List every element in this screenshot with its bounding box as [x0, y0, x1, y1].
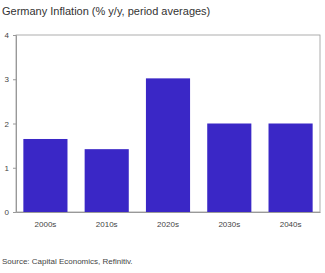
plot: 0 1 2 3 4 2000s 2010s 2020s 2030s 2040s	[5, 31, 321, 229]
bar	[269, 124, 313, 213]
y-tick-label: 4	[5, 31, 10, 40]
bar	[85, 149, 129, 212]
y-tick: 2	[5, 120, 16, 129]
plot-frame	[16, 35, 320, 212]
x-tick: 2030s	[218, 212, 240, 229]
x-tick-label: 2000s	[35, 220, 57, 229]
y-axis-line	[13, 36, 17, 213]
x-tick-label: 2010s	[96, 220, 118, 229]
y-tick-mark	[13, 79, 16, 80]
y-tick: 4	[5, 31, 16, 40]
y-tick-label: 0	[5, 208, 10, 217]
y-tick-label: 1	[5, 164, 10, 173]
y-tick-mark	[13, 124, 16, 125]
source: Source: Capital Economics, Refinitiv.	[2, 257, 133, 266]
x-axis: 2000s 2010s 2020s 2030s 2040s	[17, 212, 321, 229]
x-axis-line	[17, 212, 321, 213]
x-tick: 2000s	[35, 212, 57, 229]
y-tick-label: 2	[5, 120, 10, 129]
x-tick: 2040s	[280, 212, 302, 229]
chart: Germany Inflation (% y/y, period average…	[0, 0, 325, 273]
x-tick: 2010s	[96, 212, 118, 229]
x-tick-label: 2020s	[157, 220, 179, 229]
title: Germany Inflation (% y/y, period average…	[2, 5, 210, 17]
bars	[23, 78, 312, 212]
y-tick-mark	[13, 168, 16, 169]
x-tick: 2020s	[157, 212, 179, 229]
y-tick-label: 3	[5, 75, 10, 84]
x-tick-label: 2040s	[280, 220, 302, 229]
bar	[23, 139, 67, 212]
y-axis: 0 1 2 3 4	[5, 31, 17, 217]
y-tick-mark	[13, 35, 16, 36]
bar	[207, 124, 251, 213]
x-tick-label: 2030s	[218, 220, 240, 229]
y-tick: 0	[5, 208, 16, 217]
y-tick-mark	[13, 212, 16, 213]
y-tick: 3	[5, 75, 16, 84]
bar	[146, 78, 190, 212]
y-tick: 1	[5, 164, 16, 173]
